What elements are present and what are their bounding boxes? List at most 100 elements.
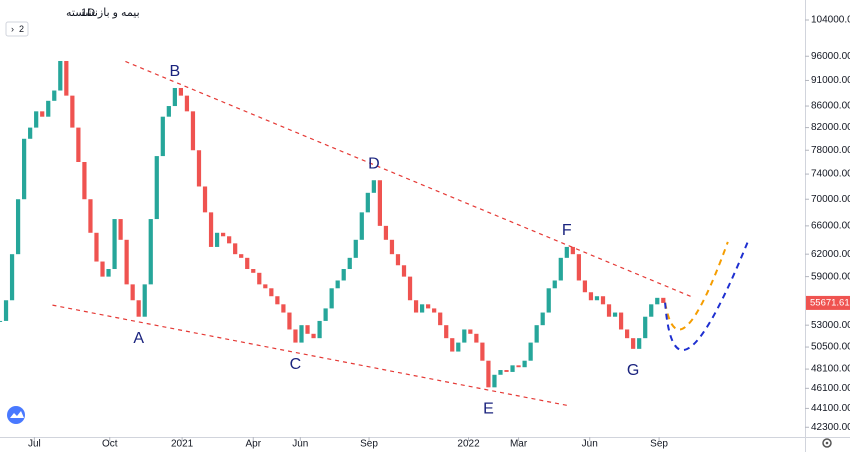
- y-tick-label: 62000.00: [811, 249, 850, 260]
- x-tick-label: Jul: [28, 439, 41, 450]
- y-tick-label: 59000.00: [811, 271, 850, 282]
- wave-label: G: [627, 362, 639, 379]
- candle: [245, 257, 250, 270]
- candle: [612, 312, 618, 317]
- badge: 2: [19, 24, 24, 34]
- candle: [468, 329, 473, 334]
- candle: [492, 374, 497, 388]
- interval: 1D: [81, 7, 95, 19]
- candle: [594, 296, 600, 301]
- candle: [275, 296, 280, 305]
- candle: [112, 219, 117, 270]
- candle: [257, 272, 262, 285]
- candle: [606, 304, 612, 317]
- symbol-title: بیمه و بازنشسته: [66, 7, 140, 19]
- candle: [184, 95, 190, 112]
- candle: [341, 269, 346, 281]
- candle: [546, 288, 551, 313]
- candle: [383, 225, 389, 240]
- candle: [582, 280, 588, 293]
- candle: [220, 232, 226, 237]
- candle: [3, 300, 9, 321]
- candle: [462, 329, 467, 343]
- candle: [450, 338, 455, 352]
- candle: [377, 180, 382, 226]
- candle: [0, 320, 3, 322]
- candle: [15, 199, 21, 255]
- candle: [293, 329, 298, 343]
- candle: [172, 87, 177, 107]
- x-tick-label: Mar: [510, 439, 528, 450]
- candle: [655, 297, 660, 305]
- candle: [166, 106, 171, 117]
- x-tick-label: Jun: [582, 439, 598, 450]
- candle: [558, 257, 563, 281]
- badge-box[interactable]: [5, 21, 29, 37]
- candle: [88, 199, 93, 233]
- candle: [317, 320, 322, 339]
- x-tick-label: 2021: [171, 439, 194, 450]
- candle: [570, 246, 575, 255]
- y-tick-label: 78000.00: [811, 145, 850, 156]
- candle: [456, 342, 461, 352]
- candle: [305, 325, 310, 334]
- y-tick-label: 74000.00: [811, 169, 850, 180]
- candle: [263, 284, 268, 289]
- candle: [413, 300, 419, 313]
- candle: [365, 192, 370, 213]
- candle: [100, 261, 105, 277]
- y-tick-label: 42300.00: [811, 422, 850, 433]
- candle: [600, 296, 606, 305]
- y-tick-label: 66000.00: [811, 221, 850, 232]
- wave-label: A: [133, 330, 144, 347]
- candle: [407, 276, 413, 301]
- trend-line: [125, 60, 693, 298]
- badge-chevron: ›: [11, 24, 14, 34]
- candle: [64, 60, 69, 96]
- y-tick-label: 70000.00: [811, 194, 850, 205]
- candle: [190, 111, 196, 151]
- candle: [34, 111, 39, 128]
- candle: [202, 186, 208, 213]
- candle: [588, 292, 594, 301]
- candle: [227, 236, 232, 244]
- settings-icon[interactable]: [822, 438, 832, 448]
- wave-label: E: [483, 401, 494, 418]
- y-tick-label: 50500.00: [811, 342, 850, 353]
- candle: [486, 360, 491, 388]
- candle: [353, 239, 358, 258]
- candle: [552, 280, 557, 289]
- candle: [516, 365, 521, 368]
- candle: [480, 342, 485, 361]
- wave-label: F: [562, 222, 572, 239]
- y-tick-label: 91000.00: [811, 75, 850, 86]
- candle: [148, 219, 153, 285]
- candle: [130, 284, 135, 301]
- candle: [94, 232, 99, 262]
- candle: [510, 365, 515, 372]
- candle: [631, 338, 636, 349]
- candle: [504, 370, 509, 372]
- candle: [438, 312, 443, 326]
- candle: [534, 325, 539, 343]
- candle: [281, 304, 286, 313]
- candle: [208, 212, 214, 247]
- candle: [299, 325, 304, 343]
- candle: [474, 333, 479, 343]
- candle: [625, 329, 630, 339]
- candle: [661, 297, 666, 303]
- x-tick-label: Apr: [245, 439, 261, 450]
- y-tick-label: 96000.00: [811, 51, 850, 62]
- candle: [444, 325, 449, 339]
- candle: [643, 316, 648, 339]
- last-price-label: 55671.61: [810, 297, 850, 308]
- x-tick-label: Jun: [292, 439, 308, 450]
- last-price-box: [806, 295, 850, 310]
- candle: [22, 138, 27, 200]
- candle: [160, 116, 165, 157]
- candle: [82, 162, 87, 200]
- candle: [70, 95, 75, 128]
- candle: [311, 333, 316, 339]
- candle: [389, 239, 395, 255]
